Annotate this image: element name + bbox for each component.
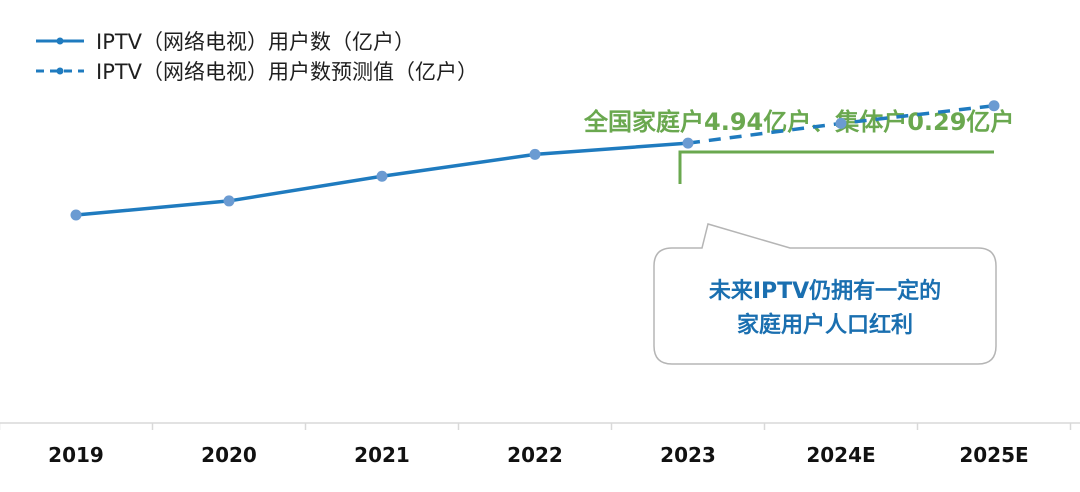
data-point: [376, 170, 388, 182]
legend-item-forecast: IPTV（网络电视）用户数预测值（亿户）: [36, 60, 478, 84]
x-tick-label: 2025E: [959, 443, 1028, 467]
data-point: [70, 209, 82, 221]
x-tick-label: 2023: [660, 443, 716, 467]
callout-line-2: 家庭用户人口红利: [737, 312, 913, 338]
x-tick-label: 2024E: [806, 443, 875, 467]
x-tick-label: 2021: [354, 443, 410, 467]
legend-label-forecast: IPTV（网络电视）用户数预测值（亿户）: [96, 60, 478, 84]
legend: IPTV（网络电视）用户数（亿户） IPTV（网络电视）用户数预测值（亿户）: [36, 30, 478, 84]
callout: 未来IPTV仍拥有一定的 家庭用户人口红利: [653, 223, 997, 365]
data-point: [223, 195, 235, 207]
x-tick-label: 2020: [201, 443, 257, 467]
x-axis-tick-labels: 2019 2020 2021 2022 2023 2024E 2025E: [48, 443, 1029, 467]
x-tick-label: 2022: [507, 443, 563, 467]
x-tick-label: 2019: [48, 443, 104, 467]
legend-label-actual: IPTV（网络电视）用户数（亿户）: [96, 30, 415, 54]
headline-bracket: [678, 150, 994, 184]
data-point: [988, 100, 1000, 112]
data-point: [682, 137, 694, 149]
x-axis-ticks: [0, 423, 1072, 430]
series-layer: [70, 100, 1000, 221]
data-point: [529, 148, 541, 160]
data-point: [835, 117, 847, 129]
legend-item-actual: IPTV（网络电视）用户数（亿户）: [36, 30, 415, 54]
callout-bubble: [653, 223, 997, 365]
callout-line-1: 未来IPTV仍拥有一定的: [709, 278, 941, 304]
